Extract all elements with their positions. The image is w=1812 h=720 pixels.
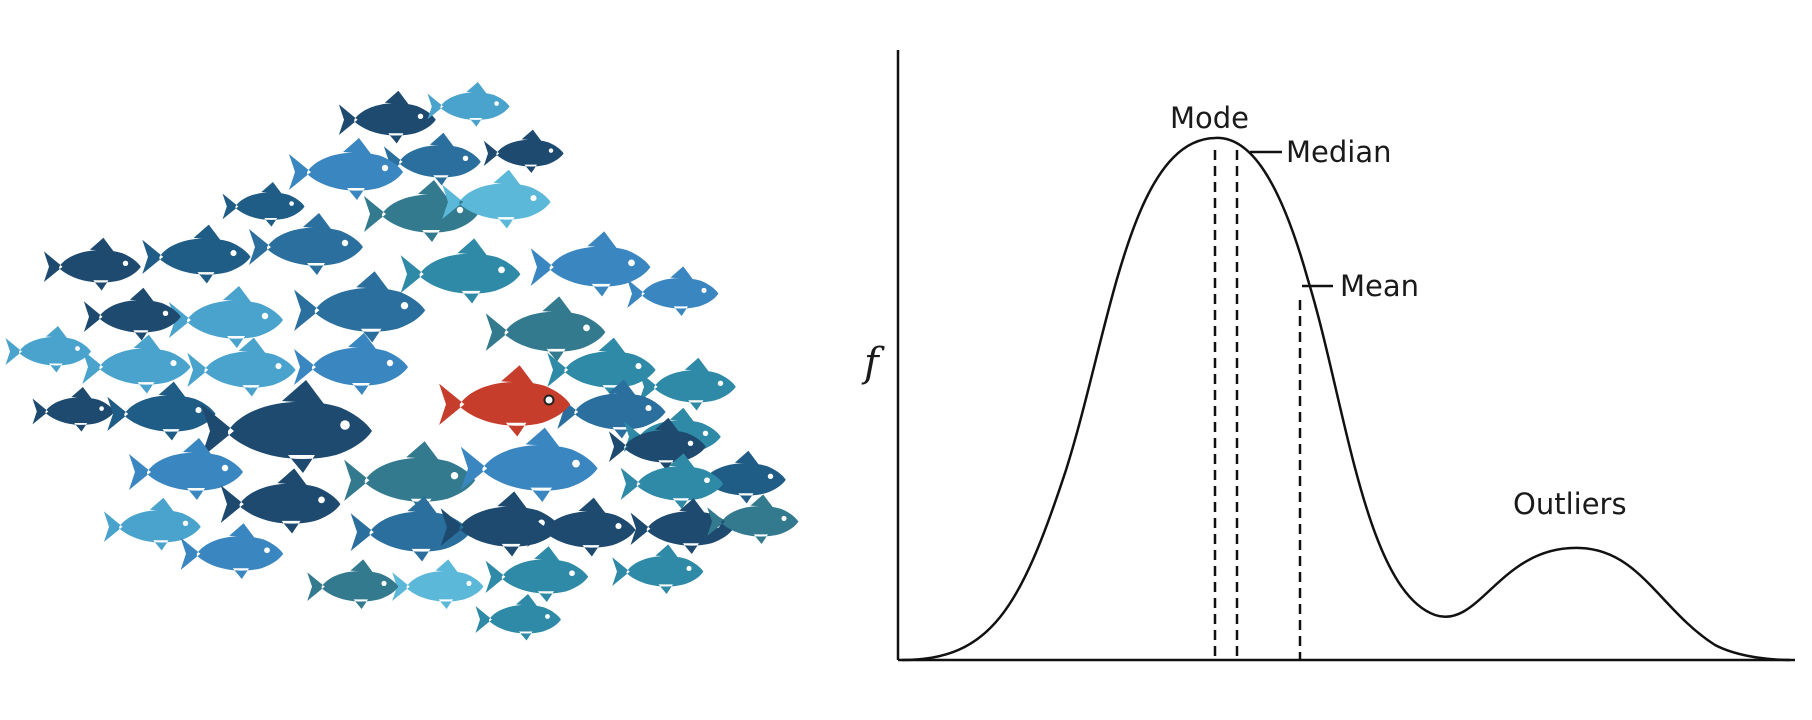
red-fish-eye-icon xyxy=(543,394,555,406)
fish-eye-icon xyxy=(545,614,550,619)
fish-eye-icon xyxy=(645,405,652,412)
fish-eye-icon xyxy=(99,406,104,411)
fish-eye-icon xyxy=(456,206,464,214)
fish-eye-icon xyxy=(498,266,505,274)
fish-eye-icon xyxy=(264,547,270,554)
fish-eye-icon xyxy=(494,101,499,106)
fish-eye-icon xyxy=(569,570,575,577)
y-axis-label: f xyxy=(861,340,885,386)
fish-eye-icon xyxy=(318,496,325,504)
fish-eye-icon xyxy=(381,164,389,172)
fish-eye-icon xyxy=(628,259,635,267)
fish-eye-icon xyxy=(417,113,424,120)
fish-eye-icon xyxy=(635,363,642,370)
fish-eye-icon xyxy=(548,148,554,153)
fish-eye-icon xyxy=(182,520,189,527)
fish-eye-icon xyxy=(195,407,202,414)
fish-eye-icon xyxy=(687,440,694,447)
fish-eye-icon xyxy=(702,430,709,437)
fish-eye-icon xyxy=(221,464,229,472)
median-label: Median xyxy=(1286,135,1391,169)
fish-eye-icon xyxy=(717,380,724,387)
fish-eye-icon xyxy=(162,310,169,317)
fish-eye-icon xyxy=(686,565,692,571)
mode-label: Mode xyxy=(1170,101,1249,135)
fish-eye-icon xyxy=(289,201,294,206)
fish-eye-icon xyxy=(275,363,282,370)
fish-eye-icon xyxy=(583,324,590,332)
mean-label: Mean xyxy=(1340,269,1419,303)
fish-eye-icon xyxy=(230,250,237,257)
fish-eye-icon xyxy=(450,472,459,480)
fish-eye-icon xyxy=(261,312,269,320)
fish-eye-icon xyxy=(122,260,129,267)
fish-eye-icon xyxy=(75,346,80,351)
fish-eye-icon xyxy=(466,580,472,586)
fish-eye-icon xyxy=(572,459,580,468)
fish-eye-icon xyxy=(386,359,394,367)
fish-eye-icon xyxy=(530,195,537,202)
fish-eye-icon xyxy=(781,515,787,521)
distribution-diagram: f Mode Median Mean Outliers xyxy=(861,50,1795,662)
fish-eye-icon xyxy=(767,473,774,480)
fish-eye-icon xyxy=(704,477,710,484)
fish-eye-icon xyxy=(400,302,409,310)
density-curve xyxy=(901,136,1791,662)
fish-eye-icon xyxy=(615,523,622,530)
outliers-label: Outliers xyxy=(1513,487,1627,521)
fish-eye-icon xyxy=(170,360,177,367)
fish-eye-icon xyxy=(340,420,350,430)
fish-eye-icon xyxy=(462,155,469,162)
fish-eye-icon xyxy=(381,580,387,586)
fish-school-illustration xyxy=(5,81,799,641)
fish-eye-icon xyxy=(701,287,707,293)
fish-eye-icon xyxy=(341,239,349,247)
